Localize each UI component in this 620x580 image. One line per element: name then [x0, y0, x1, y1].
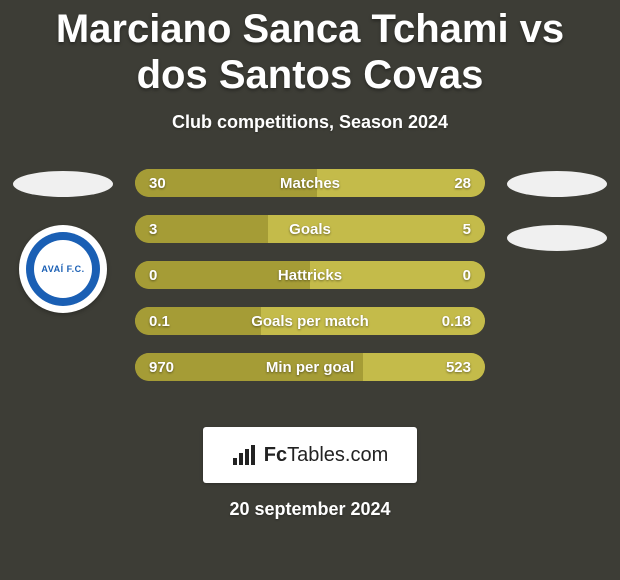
stat-label: Hattricks	[135, 261, 485, 289]
comparison-card: Marciano Sanca Tchami vs dos Santos Cova…	[0, 0, 620, 580]
logo-text-rest: Tables.com	[287, 444, 388, 466]
page-title: Marciano Sanca Tchami vs dos Santos Cova…	[0, 0, 620, 98]
stat-bar: 35Goals	[135, 215, 485, 243]
stat-bar: 00Hattricks	[135, 261, 485, 289]
stat-label: Min per goal	[135, 353, 485, 381]
player-right-col	[502, 171, 612, 251]
subtitle: Club competitions, Season 2024	[0, 112, 620, 133]
player-right-avatar-placeholder	[507, 171, 607, 197]
chart-bars-icon	[232, 444, 258, 466]
player-left-col: AVAÍ F.C.	[8, 171, 118, 313]
stat-label: Goals per match	[135, 307, 485, 335]
stat-bar: 3028Matches	[135, 169, 485, 197]
player-left-avatar-placeholder	[13, 171, 113, 197]
stat-label: Goals	[135, 215, 485, 243]
club-badge-inner: AVAÍ F.C.	[26, 232, 100, 306]
logo-text: FcTables.com	[264, 444, 389, 467]
content-area: AVAÍ F.C. 3028Matches 35Goals 00Hattricks 0…	[0, 171, 620, 401]
fctables-logo: FcTables.com	[203, 427, 417, 483]
date-text: 20 september 2024	[0, 499, 620, 520]
player-right-club-placeholder	[507, 225, 607, 251]
stat-bar: 970523Min per goal	[135, 353, 485, 381]
stat-bar: 0.10.18Goals per match	[135, 307, 485, 335]
club-badge-text: AVAÍ F.C.	[41, 264, 84, 274]
logo-text-bold: Fc	[264, 444, 287, 466]
player-left-club-badge: AVAÍ F.C.	[19, 225, 107, 313]
stat-bars: 3028Matches 35Goals 00Hattricks 0.10.18Goal…	[135, 169, 485, 381]
stat-label: Matches	[135, 169, 485, 197]
